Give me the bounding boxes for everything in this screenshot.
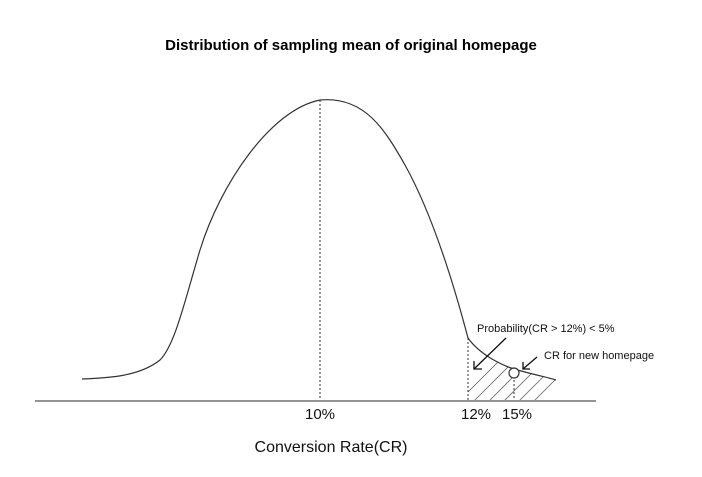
distribution-curve bbox=[81, 99, 557, 381]
tick-label-12: 12% bbox=[461, 406, 491, 423]
probability-note: Probability(CR > 12%) < 5% bbox=[477, 323, 615, 335]
new-homepage-point bbox=[508, 367, 520, 379]
new-homepage-note: CR for new homepage bbox=[544, 350, 654, 362]
chart-title: Distribution of sampling mean of origina… bbox=[165, 37, 537, 54]
new-homepage-arrow bbox=[522, 356, 538, 370]
tick-label-10: 10% bbox=[305, 406, 335, 423]
x-axis-title: Conversion Rate(CR) bbox=[255, 439, 408, 456]
probability-arrow bbox=[473, 337, 507, 370]
tick-label-15: 15% bbox=[502, 406, 532, 423]
